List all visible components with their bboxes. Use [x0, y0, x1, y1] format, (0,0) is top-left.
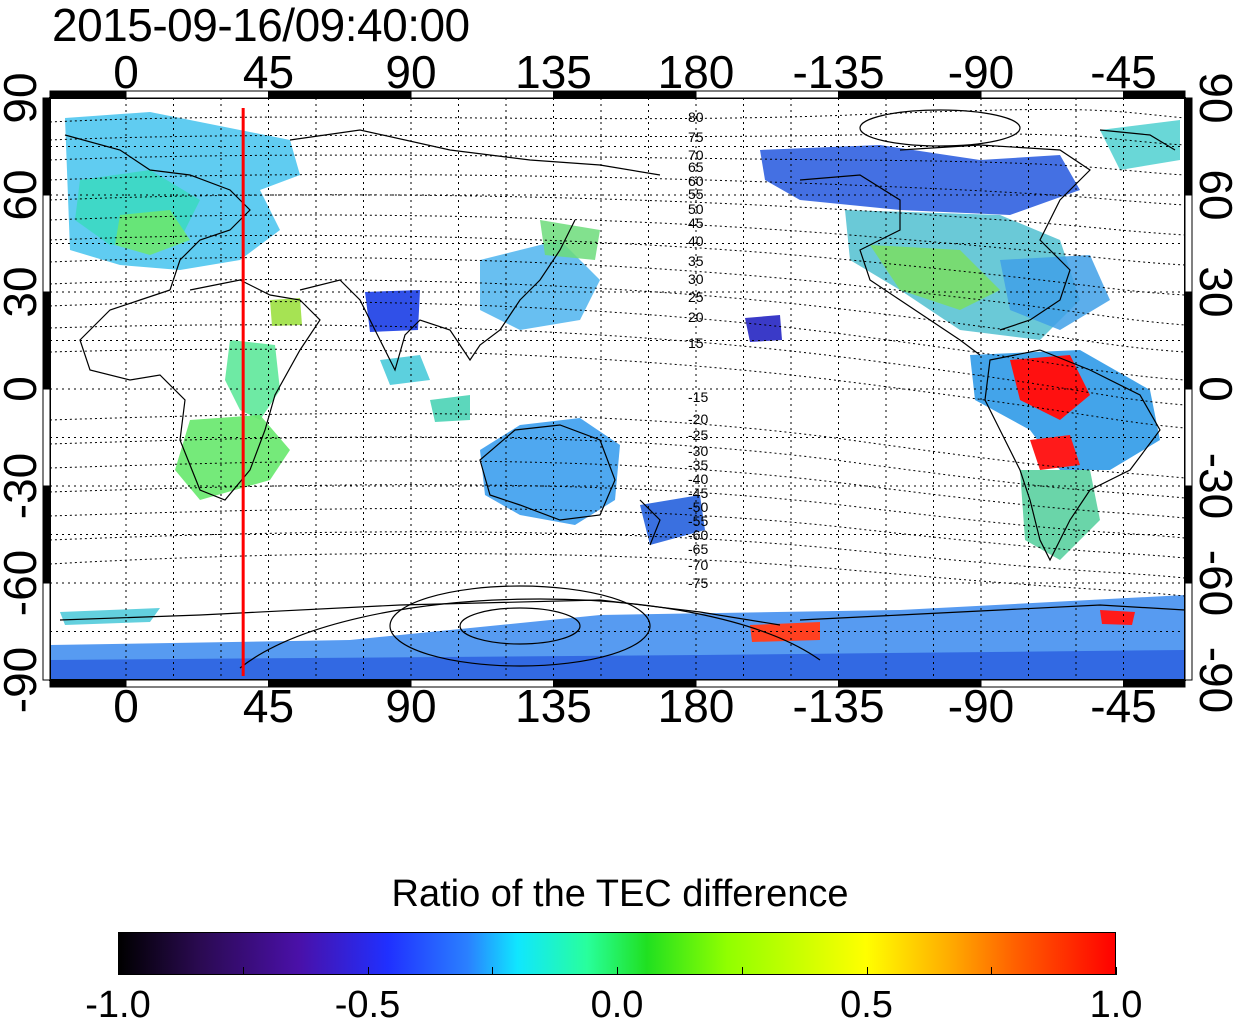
y-tick-label-right: 0 — [1190, 376, 1240, 402]
colorbar-label: -1.0 — [85, 984, 151, 1026]
contour-label: 20 — [688, 309, 704, 325]
x-tick-label-bottom: -45 — [1090, 680, 1156, 732]
timestamp-title: 2015-09-16/09:40:00 — [52, 0, 470, 51]
contour-label: -45 — [688, 485, 708, 501]
axis-bar-segment — [42, 582, 51, 681]
y-tick-label-left: 60 — [0, 169, 46, 220]
y-tick-label-left: -60 — [0, 550, 46, 616]
contour-label: 35 — [688, 253, 704, 269]
contour-label: 65 — [688, 159, 704, 175]
x-tick-label-bottom: 45 — [243, 680, 294, 732]
colorbar-label: 0.5 — [840, 984, 893, 1026]
colorbar-label: -0.5 — [334, 984, 401, 1026]
axis-tick-bars — [42, 90, 1193, 688]
y-tick-label-left: -90 — [0, 647, 46, 713]
contour-label: -20 — [688, 411, 708, 427]
axis-bar-segment — [1184, 582, 1193, 681]
y-tick-label-right: -90 — [1190, 647, 1240, 713]
y-tick-label-left: 30 — [0, 266, 46, 317]
x-tick-label-top: 180 — [658, 46, 735, 98]
contour-label: 70 — [688, 147, 704, 163]
y-tick-label-left: -30 — [0, 453, 46, 519]
y-tick-label-left: 0 — [0, 376, 46, 402]
contour-label: -50 — [688, 499, 708, 515]
colorbar-tick — [617, 967, 618, 975]
colorbar-tick — [367, 967, 369, 975]
contour-label: 75 — [688, 129, 704, 145]
contour-label: -25 — [688, 427, 708, 443]
contour-label: -15 — [688, 389, 708, 405]
x-tick-label-top: 135 — [515, 46, 592, 98]
x-tick-label-bottom: -90 — [948, 680, 1014, 732]
y-tick-label-right: 30 — [1190, 266, 1240, 317]
x-tick-label-top: -135 — [792, 46, 884, 98]
contour-label: 45 — [688, 215, 704, 231]
magnetic-latitude-contours-solid — [239, 109, 1021, 669]
x-tick-label-bottom: 90 — [385, 680, 436, 732]
x-tick-label-top: 45 — [243, 46, 294, 98]
y-tick-label-right: -60 — [1190, 550, 1240, 616]
colorbar-tick — [741, 967, 743, 975]
colorbar-tick — [866, 967, 868, 975]
y-tick-label-right: 90 — [1190, 72, 1240, 123]
colorbar-label: 0.0 — [590, 984, 644, 1026]
lat-lon-grid — [50, 98, 1185, 680]
contour-label: 60 — [688, 173, 704, 189]
contour-label: -65 — [688, 541, 708, 557]
colorbar-tick — [118, 967, 119, 975]
y-tick-label-right: 60 — [1190, 169, 1240, 220]
colorbar-title: Ratio of the TEC difference — [391, 873, 849, 915]
x-tick-label-bottom: 0 — [113, 680, 139, 732]
magnetic-latitude-contours — [50, 108, 1185, 597]
tec-data-patches — [50, 112, 1185, 680]
contour-label: 25 — [688, 289, 704, 305]
contour-label: -60 — [688, 527, 708, 543]
x-tick-label-top: -90 — [948, 46, 1014, 98]
contour-label: -55 — [688, 513, 708, 529]
contour-label: -30 — [688, 443, 708, 459]
axis-bar-segment — [1123, 90, 1186, 99]
x-tick-label-bottom: -135 — [792, 680, 884, 732]
y-tick-label-right: -30 — [1190, 453, 1240, 519]
colorbar-tick — [1116, 967, 1117, 975]
contour-label: -35 — [688, 457, 708, 473]
colorbar-label: 1.0 — [1089, 984, 1143, 1026]
contour-label: -40 — [688, 471, 708, 487]
axis-bar-segment — [1123, 679, 1186, 688]
x-tick-label-top: -45 — [1090, 46, 1156, 98]
coastlines — [59, 129, 1185, 626]
colorbar-tick — [991, 967, 993, 975]
contour-label: -70 — [688, 557, 708, 573]
contour-label: 55 — [688, 186, 704, 202]
x-tick-label-bottom: 180 — [658, 680, 735, 732]
colorbar-tick — [492, 967, 494, 975]
contour-label: 30 — [688, 271, 704, 287]
contour-label: 15 — [688, 335, 704, 351]
colorbar-tick — [242, 967, 244, 975]
contour-label: -75 — [688, 575, 708, 591]
tec-map: 8075706560555045403530252015-15-20-25-30… — [0, 46, 1240, 732]
contour-label: 50 — [688, 201, 704, 217]
x-tick-label-bottom: 135 — [515, 680, 592, 732]
contour-label: 40 — [688, 233, 704, 249]
contour-label: 80 — [688, 109, 704, 125]
y-tick-label-left: 90 — [0, 72, 46, 123]
x-tick-label-top: 90 — [385, 46, 436, 98]
x-tick-label-top: 0 — [113, 46, 139, 98]
colorbar-ticks — [0, 932, 1240, 992]
axis-tick-labels: 0045459090135135180180-135-135-90-90-45-… — [0, 46, 1240, 732]
